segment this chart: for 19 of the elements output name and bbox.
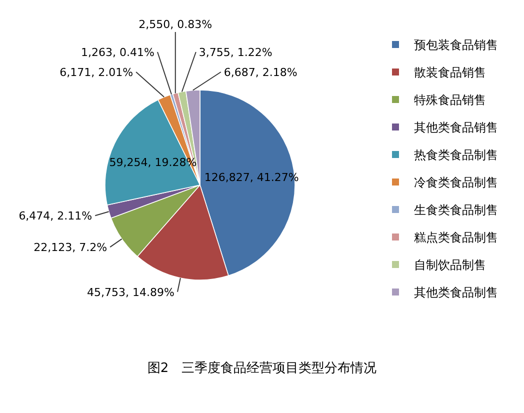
data-label: 22,123, 7.2%: [34, 241, 108, 254]
data-label: 45,753, 14.89%: [87, 286, 174, 299]
legend-label: 冷食类食品制售: [414, 176, 498, 190]
legend-label: 散装食品销售: [414, 66, 486, 80]
legend-label: 自制饮品制售: [414, 258, 486, 272]
legend-label: 特殊食品销售: [414, 93, 486, 107]
data-label: 2,550, 0.83%: [138, 18, 212, 31]
data-label: 6,171, 2.01%: [60, 66, 134, 79]
legend-label: 预包装食品销售: [414, 38, 498, 52]
legend-label: 其他类食品销售: [414, 120, 498, 134]
data-label: 1,263, 0.41%: [81, 46, 154, 59]
text: 图2 三季度食品经营项目类型分布情况: [147, 360, 377, 376]
data-label: 6,687, 2.18%: [224, 66, 298, 79]
legend-label: 糕点类食品制售: [414, 230, 498, 244]
legend-label: 热食类食品制售: [414, 148, 498, 162]
data-label: 3,755, 1.22%: [198, 46, 272, 59]
legend-label: 其他类食品制售: [414, 286, 498, 300]
data-label: 6,474, 2.11%: [18, 210, 92, 223]
legend-label: 生食类食品制售: [414, 203, 498, 217]
